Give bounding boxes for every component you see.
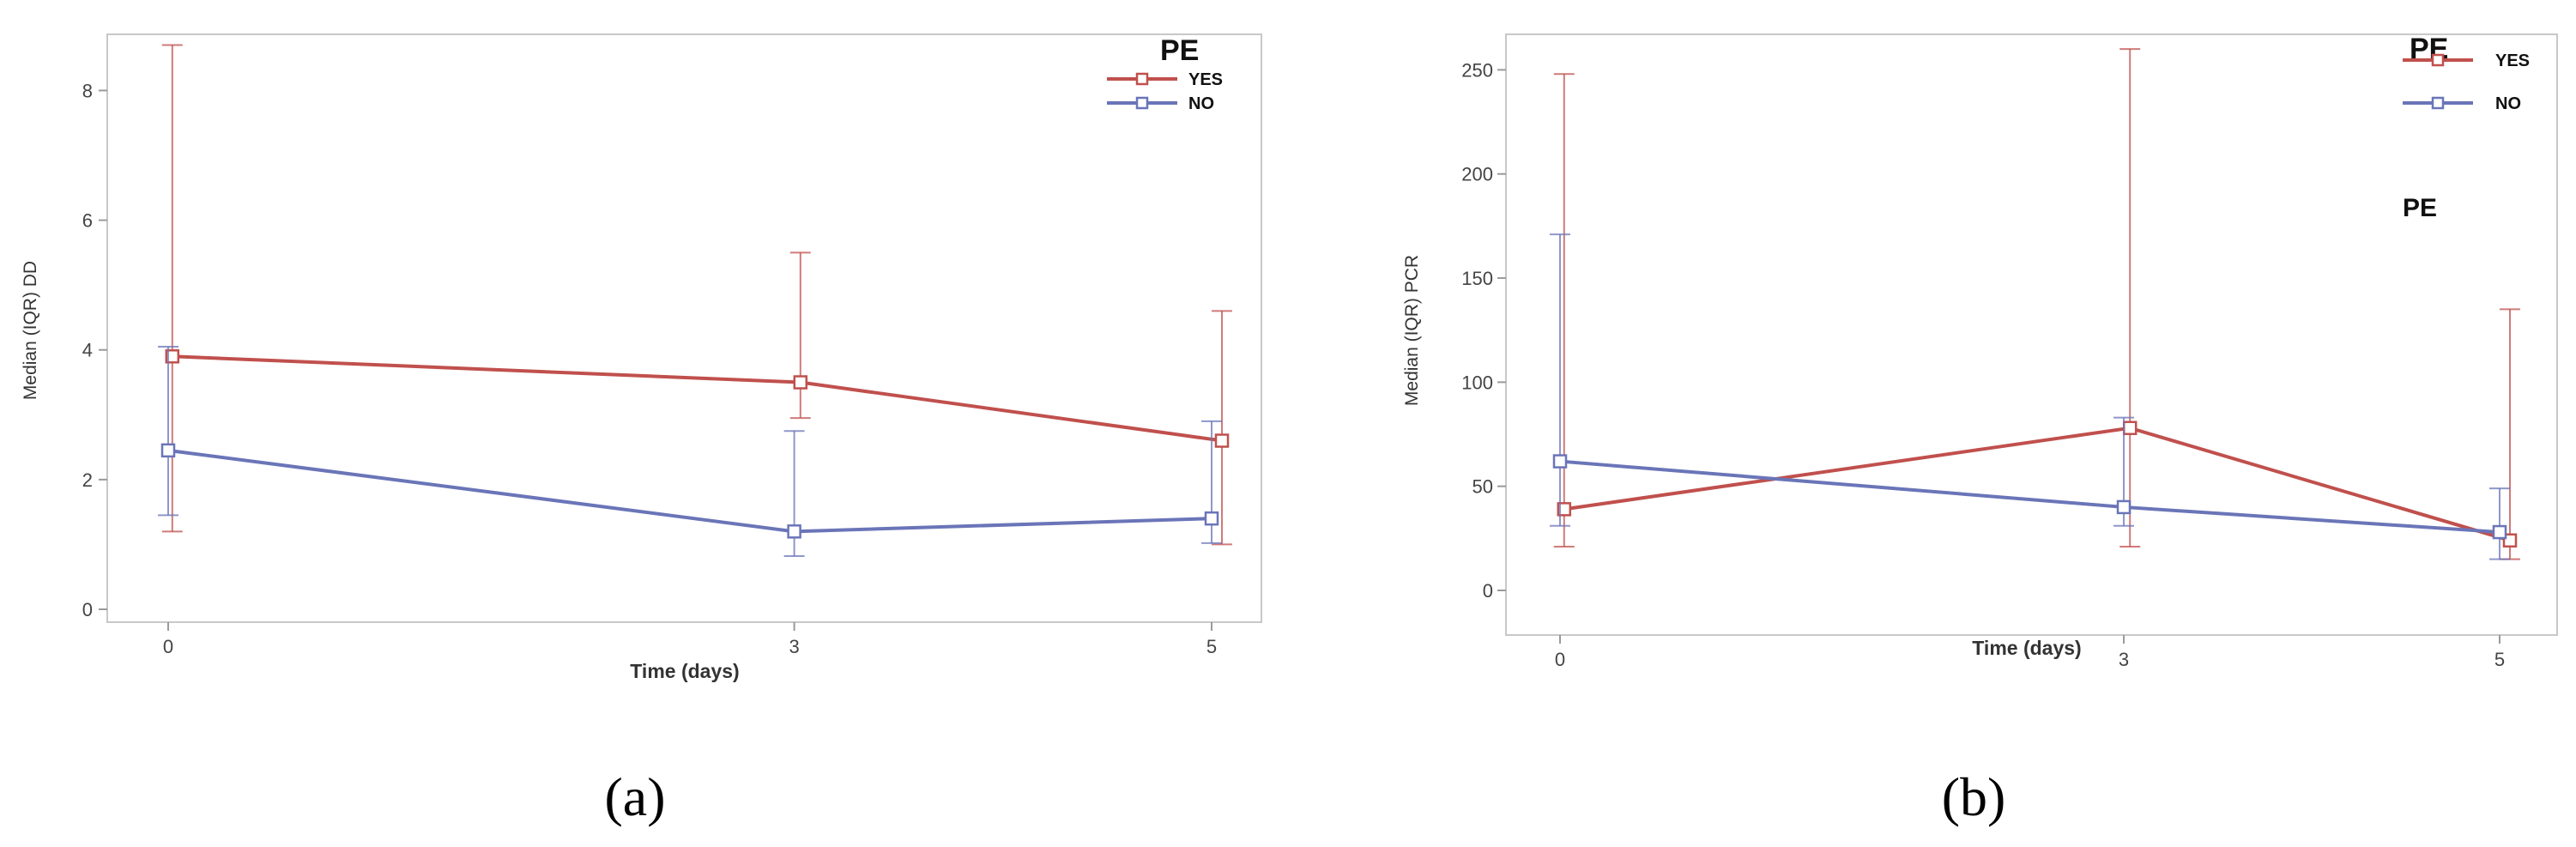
plot-annotation: PE — [2403, 194, 2437, 222]
y-tick-label: 0 — [82, 599, 93, 620]
y-tick-label: 150 — [1461, 268, 1493, 289]
x-tick-label: 5 — [2494, 649, 2505, 670]
y-axis-title: Median (IQR) PCR — [1402, 255, 1422, 406]
legend-item-yes: YES — [1107, 70, 1223, 89]
legend: PE YES NO — [1107, 34, 1223, 113]
panel-caption: (b) — [1942, 766, 2006, 827]
y-tick-label: 2 — [82, 469, 93, 491]
data-point-yes — [165, 349, 180, 364]
legend-item-no: NO — [1107, 94, 1214, 113]
data-point-yes — [2502, 533, 2518, 548]
data-point-no — [160, 443, 176, 458]
series-line-no — [167, 448, 1212, 534]
data-point-yes — [1214, 433, 1230, 448]
x-axis-title: Time (days) — [630, 660, 739, 682]
plot-frame — [106, 33, 1262, 623]
data-point-no — [1204, 511, 1219, 526]
y-tick-label: 8 — [82, 80, 93, 101]
legend-swatch-marker — [1135, 72, 1149, 86]
error-bar-yes — [2500, 308, 2520, 560]
data-point-yes — [793, 375, 808, 390]
panel-caption: (a) — [604, 766, 665, 827]
legend-label: NO — [2495, 94, 2521, 113]
legend-label: YES — [2495, 51, 2530, 70]
y-tick-label: 250 — [1461, 59, 1493, 81]
legend-swatch-marker — [2431, 53, 2445, 67]
data-point-yes — [1557, 502, 1572, 517]
y-tick-label: 100 — [1461, 372, 1493, 393]
plot-frame — [1505, 33, 2558, 636]
x-tick-label: 3 — [2119, 649, 2129, 670]
x-axis-title: Time (days) — [1972, 637, 2081, 659]
chart-panel-b: 0 50 100 150 200 250 0 3 5 Median (IQR) PCR Time (… — [1402, 33, 2558, 827]
data-point-no — [2116, 499, 2132, 515]
series-line-yes — [172, 354, 1223, 443]
legend-label: YES — [1188, 70, 1223, 89]
error-bar-yes — [789, 251, 811, 420]
y-tick-label: 50 — [1472, 476, 1493, 498]
data-point-no — [2492, 524, 2507, 540]
data-point-no — [1552, 454, 1568, 469]
data-point-no — [787, 524, 801, 539]
y-tick-label: 4 — [82, 340, 93, 361]
legend-item-no: NO — [2403, 94, 2521, 113]
y-tick-label: 6 — [82, 210, 93, 232]
y-axis-title: Median (IQR) DD — [21, 261, 40, 400]
error-bar-yes — [1212, 310, 1232, 546]
legend-swatch-marker — [2431, 96, 2445, 110]
legend-title: PE — [1160, 34, 1199, 67]
y-tick-label: 200 — [1461, 164, 1493, 185]
x-tick-label: 0 — [163, 636, 173, 657]
data-point-yes — [2122, 420, 2138, 435]
x-tick-label: 3 — [789, 636, 799, 657]
error-bar-yes — [2119, 48, 2141, 548]
error-bar-no — [158, 345, 178, 517]
x-tick-label: 5 — [1206, 636, 1217, 657]
error-bar-no — [2489, 487, 2510, 560]
legend-swatch-marker — [1135, 96, 1149, 110]
error-bar-yes — [161, 44, 183, 533]
error-bar-yes — [1553, 73, 1575, 548]
legend-label: NO — [1188, 94, 1214, 113]
chart-panel-a: 0 2 4 6 8 0 3 5 Median (IQR) DD Time (days) PE YES N… — [21, 33, 1262, 827]
x-tick-label: 0 — [1555, 649, 1565, 670]
legend-item-yes: YES — [2403, 51, 2530, 70]
error-bar-no — [1550, 233, 1570, 527]
y-tick-label: 0 — [1483, 580, 1493, 602]
